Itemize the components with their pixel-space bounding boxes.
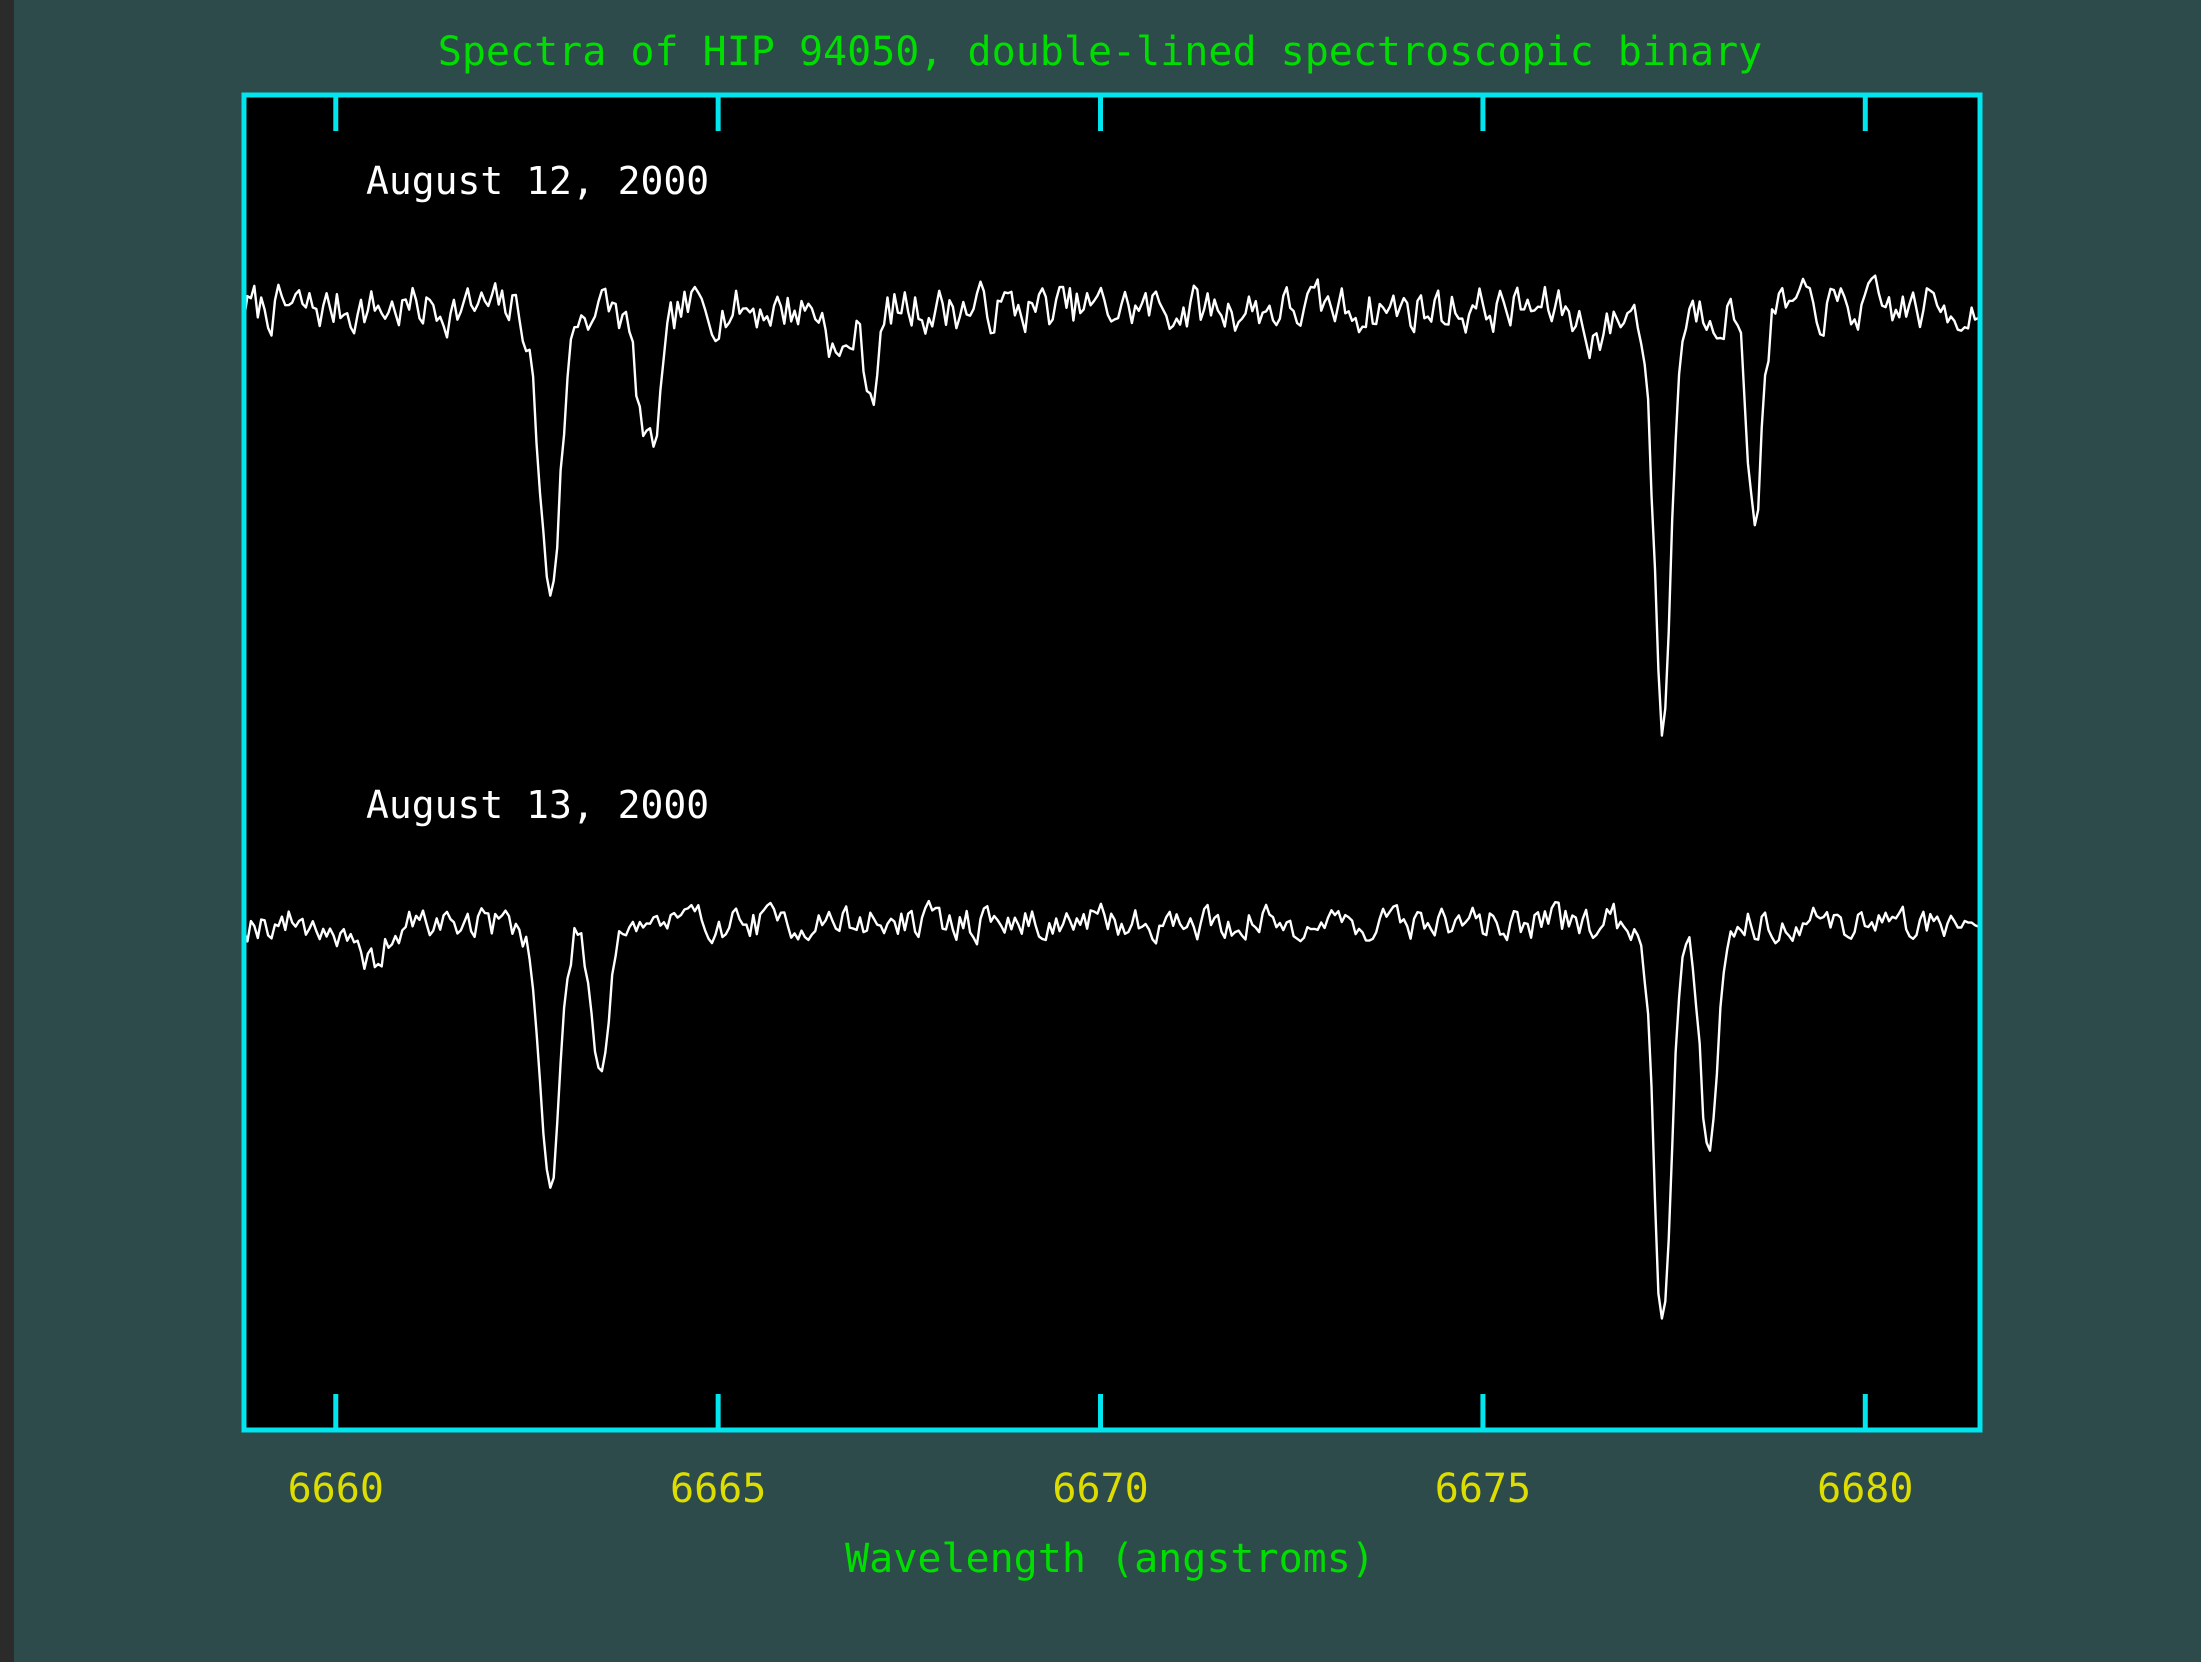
x-axis-tick-labels: 6660 6665 6670 6675 6680 [288, 1466, 1914, 1512]
x-axis-ticks [333, 95, 1868, 1430]
x-tick-label-6660: 6660 [288, 1466, 384, 1512]
annotation-august-12: August 12, 2000 [366, 159, 709, 203]
chart-title: Spectra of HIP 94050, double-lined spect… [438, 29, 1763, 75]
x-tick-label-6680: 6680 [1817, 1466, 1913, 1512]
spectrum-line-1 [242, 274, 1980, 737]
x-tick-label-6675: 6675 [1435, 1466, 1531, 1512]
x-tick-label-6670: 6670 [1052, 1466, 1148, 1512]
x-axis-label: Wavelength (angstroms) [845, 1536, 1375, 1582]
annotation-august-13: August 13, 2000 [366, 783, 709, 827]
spectra-layer [242, 274, 1980, 1320]
spectrum-line-2 [242, 899, 1979, 1320]
x-tick-label-6665: 6665 [670, 1466, 766, 1512]
plot-frame [241, 92, 1983, 1433]
plot-area [244, 95, 1980, 1430]
